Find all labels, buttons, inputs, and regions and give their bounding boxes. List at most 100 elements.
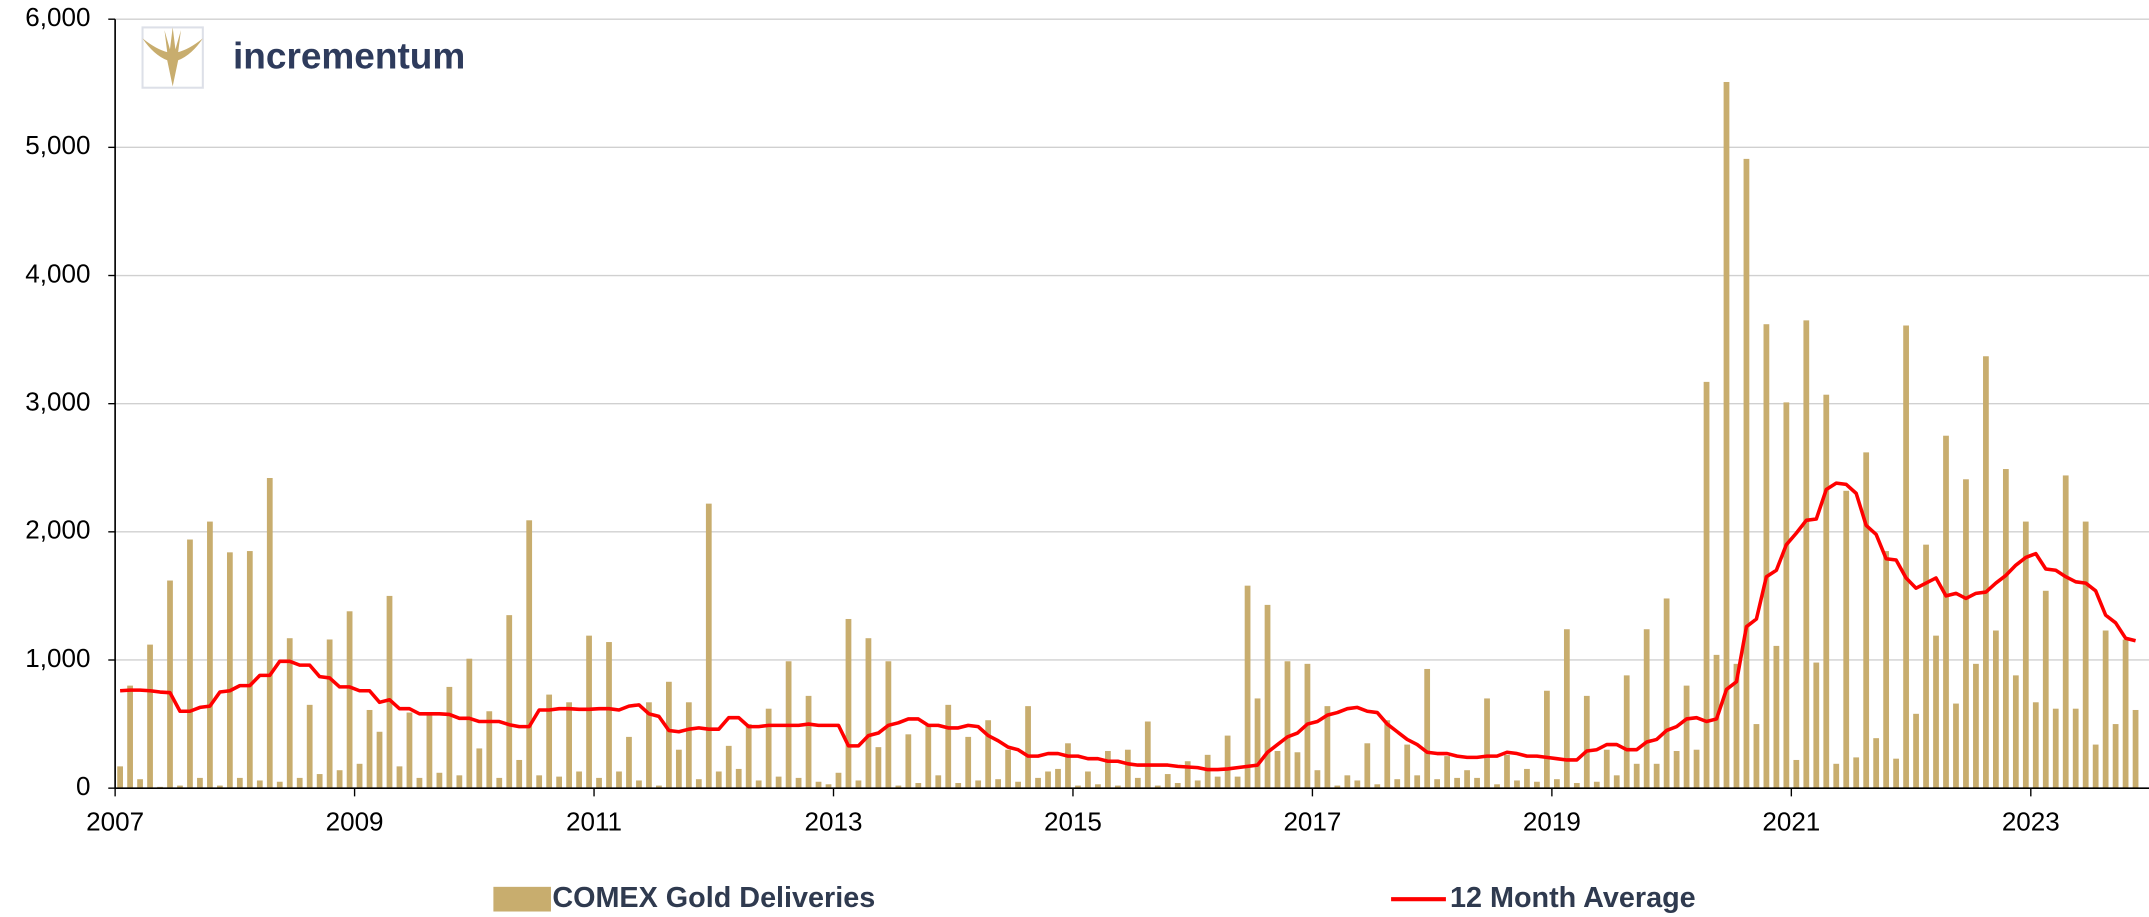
x-tick-label: 2015	[1044, 807, 1102, 837]
bar	[1943, 435, 1949, 789]
bar	[815, 781, 822, 789]
bar	[1933, 635, 1939, 789]
bar	[177, 785, 183, 789]
bar	[1633, 763, 1640, 789]
bar	[1743, 158, 1750, 789]
bar	[905, 734, 912, 789]
bar	[536, 775, 543, 789]
bar	[1424, 668, 1431, 789]
bar	[1863, 452, 1870, 789]
bar	[1075, 785, 1081, 789]
bar	[965, 736, 972, 789]
bar	[1923, 544, 1929, 789]
bar	[895, 785, 902, 789]
bar	[2032, 702, 2039, 789]
bar	[466, 658, 473, 789]
bar	[546, 694, 553, 789]
bar	[1753, 724, 1760, 789]
bar	[486, 711, 493, 789]
bar	[1264, 604, 1271, 789]
bar	[1643, 629, 1650, 789]
bar	[2062, 475, 2069, 789]
bar	[975, 780, 982, 789]
bar	[1823, 394, 1830, 789]
bar	[1893, 758, 1899, 789]
bar	[1553, 779, 1560, 789]
bar	[226, 552, 233, 789]
bar	[406, 712, 413, 789]
bar	[1114, 785, 1121, 789]
bar	[995, 779, 1002, 789]
bar	[1005, 749, 1011, 789]
bar	[875, 747, 882, 789]
y-tick-label: 4,000	[25, 258, 90, 288]
bar	[955, 783, 962, 789]
bar	[725, 745, 732, 789]
bar	[1035, 777, 1041, 789]
bar	[1374, 784, 1381, 789]
bar	[825, 784, 832, 789]
bar	[1593, 781, 1600, 789]
y-tick-label: 0	[76, 771, 90, 801]
x-tick-label: 2009	[326, 807, 384, 837]
bar	[945, 704, 952, 789]
bar	[456, 775, 463, 789]
bar	[1284, 661, 1291, 789]
bar	[865, 638, 872, 789]
bar	[1623, 675, 1630, 789]
bar	[1683, 685, 1690, 789]
bar	[217, 785, 223, 789]
bar	[1144, 721, 1151, 789]
bar	[1194, 780, 1201, 789]
bar	[2102, 630, 2109, 789]
bar	[626, 736, 632, 789]
bar	[1873, 738, 1880, 789]
bar	[1773, 645, 1780, 789]
bar	[356, 763, 363, 789]
bar	[1563, 629, 1570, 789]
bar	[1065, 743, 1071, 789]
bar	[1993, 630, 1999, 789]
bar	[1244, 585, 1251, 789]
bar	[1414, 775, 1421, 789]
bar	[1015, 781, 1021, 789]
bar	[426, 713, 433, 789]
bar	[1703, 381, 1710, 789]
bar	[1833, 763, 1840, 789]
bar	[1384, 720, 1391, 789]
bar	[416, 777, 423, 789]
bar	[197, 777, 203, 789]
bar	[1274, 750, 1281, 789]
bar	[1883, 551, 1890, 789]
bar	[1713, 654, 1720, 789]
bar	[1294, 752, 1301, 789]
x-tick-label: 2011	[566, 807, 622, 837]
bar	[915, 783, 922, 789]
bar	[1045, 771, 1051, 789]
bar	[1733, 663, 1740, 789]
bar	[1134, 777, 1141, 789]
y-tick-label: 5,000	[25, 130, 90, 160]
bar	[167, 580, 173, 789]
bar	[1653, 763, 1660, 789]
bar	[1404, 744, 1411, 789]
bar	[1813, 662, 1820, 789]
bar	[646, 702, 652, 789]
bar	[1434, 779, 1441, 789]
bar	[526, 520, 533, 789]
bar	[2132, 709, 2139, 789]
bar	[1204, 754, 1211, 789]
bar	[436, 772, 443, 789]
bar	[1613, 775, 1620, 789]
bar	[925, 724, 932, 789]
bar	[276, 781, 283, 789]
bar	[326, 639, 333, 789]
bar	[1124, 749, 1131, 789]
logo-text: incrementum	[233, 36, 465, 77]
bar	[596, 777, 602, 789]
bar	[316, 774, 323, 789]
bar	[1394, 779, 1401, 789]
x-tick-label: 2021	[1762, 807, 1820, 837]
